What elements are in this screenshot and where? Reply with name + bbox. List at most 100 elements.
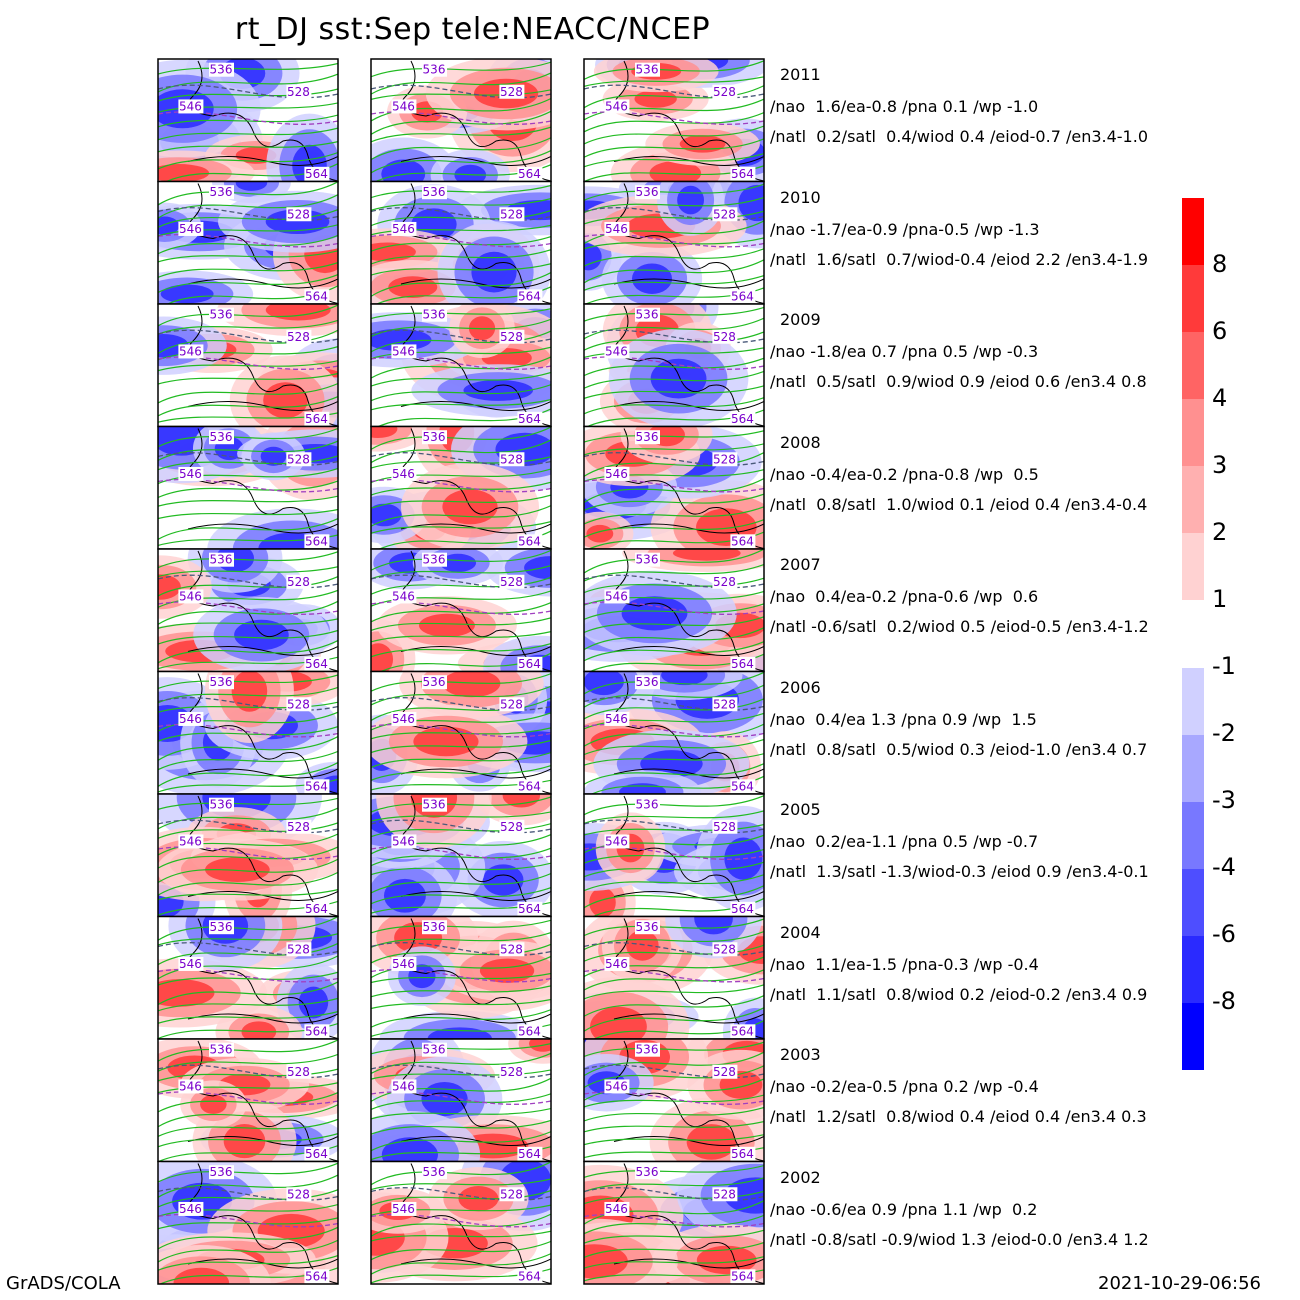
contour-label-bg [178,221,204,236]
height-contour [584,577,764,594]
height-contour [371,872,551,894]
height-contour [584,370,764,389]
contour-label-bg [391,1079,417,1094]
height-contour [158,209,338,228]
height-contour [158,224,338,237]
dashed-contour [158,233,338,248]
teleconnection-indices: /nao -0.6/ea 0.9 /pna 1.1 /wp 0.2 [770,1199,1038,1219]
height-contour [584,506,764,525]
contour-label-bg [517,411,543,426]
height-contour [584,1164,764,1178]
contour-label-bg [178,99,204,114]
height-contour [371,630,551,643]
height-contour [158,346,338,361]
height-contour [158,455,338,471]
height-contour [158,467,338,485]
contour-label: 536 [423,1165,446,1179]
contour-label-bg [517,289,543,304]
contour-label-bg [286,1187,312,1202]
contour-label-bg [730,166,756,181]
contour-label: 528 [287,942,310,956]
height-contour [584,443,764,456]
teleconnection-indices: /nao -1.7/ea-0.9 /pna-0.5 /wp -1.3 [770,219,1040,239]
dashed-contour [584,356,764,370]
contour-label-bg [286,574,312,589]
height-contour [584,861,764,878]
map-panel: 536 528 546 564 [584,304,764,427]
contour-label: 546 [179,99,202,113]
contour-label: 536 [210,675,233,689]
dashed-contour [584,723,764,738]
contour-label-bg [712,1187,738,1202]
height-contour [584,969,764,991]
contour-label: 564 [518,412,541,426]
height-contour [371,126,551,143]
height-contour [371,137,551,161]
coastline [613,795,764,917]
dashed-contour [158,601,338,615]
contour-label-bg [712,697,738,712]
contour-label: 536 [423,430,446,444]
contour-label-bg [178,466,204,481]
height-contour [584,1120,764,1133]
contour-label: 528 [500,1065,523,1079]
contour-label-bg [730,1024,756,1039]
dashed-contour [158,356,338,370]
contour-label-bg [391,589,417,604]
height-contour [158,102,338,113]
contour-label: 528 [500,942,523,956]
contour-label-bg [286,207,312,222]
sst-indices: /natl 0.8/satl 0.5/wiod 0.3 /eiod-1.0 /e… [770,739,1148,759]
colorbar-segment [1182,198,1204,265]
contour-label: 528 [713,207,736,221]
height-contour [371,494,551,509]
sst-indices: /natl 0.5/satl 0.9/wiod 0.9 /eiod 0.6 /e… [770,372,1147,391]
contour-label-bg [422,1042,447,1057]
coastline [187,305,338,427]
height-contour [371,1093,551,1110]
height-contour [158,1226,338,1250]
height-contour [158,889,338,901]
contour-label: 528 [287,85,310,99]
contour-label: 564 [518,534,541,548]
dashed-contour [584,233,764,248]
contour-label: 528 [287,452,310,466]
colorbar-segment [1182,668,1204,735]
contour-label-bg [730,656,756,671]
height-contour [371,505,551,527]
contour-label-bg [499,329,525,344]
dashed-contour [371,356,551,370]
height-contour [584,76,764,87]
contour-label-bg [209,307,234,322]
contour-label-bg [286,819,312,834]
dashed-contour [158,1091,338,1105]
contour-label-bg [422,1165,447,1180]
contour-label-bg [286,84,312,99]
height-contour [371,97,551,122]
contour-label: 546 [392,957,415,971]
contour-label: 536 [423,185,446,199]
contour-label: 536 [423,553,446,567]
contour-label-bg [712,452,738,467]
height-contour [584,210,764,225]
contour-label: 528 [500,207,523,221]
height-contour [371,1161,551,1186]
height-contour [158,997,338,1012]
dashed-contour [584,1213,764,1228]
contour-label: 564 [518,167,541,181]
height-contour [158,686,338,704]
coastline [400,60,551,182]
height-contour [584,984,764,1000]
contour-label: 536 [210,553,233,567]
contour-label: 564 [305,1269,328,1283]
contour-label-bg [499,452,525,467]
contour-label-bg [604,99,630,114]
map-panel: 536 528 546 564 [371,426,551,549]
map-panel: 536 528 546 564 [584,794,764,917]
contour-label-bg [178,589,204,604]
contour-label-bg [604,711,630,726]
contour-label: 546 [392,712,415,726]
height-contour [584,823,764,836]
height-contour [584,995,764,1017]
contour-label: 546 [392,1202,415,1216]
